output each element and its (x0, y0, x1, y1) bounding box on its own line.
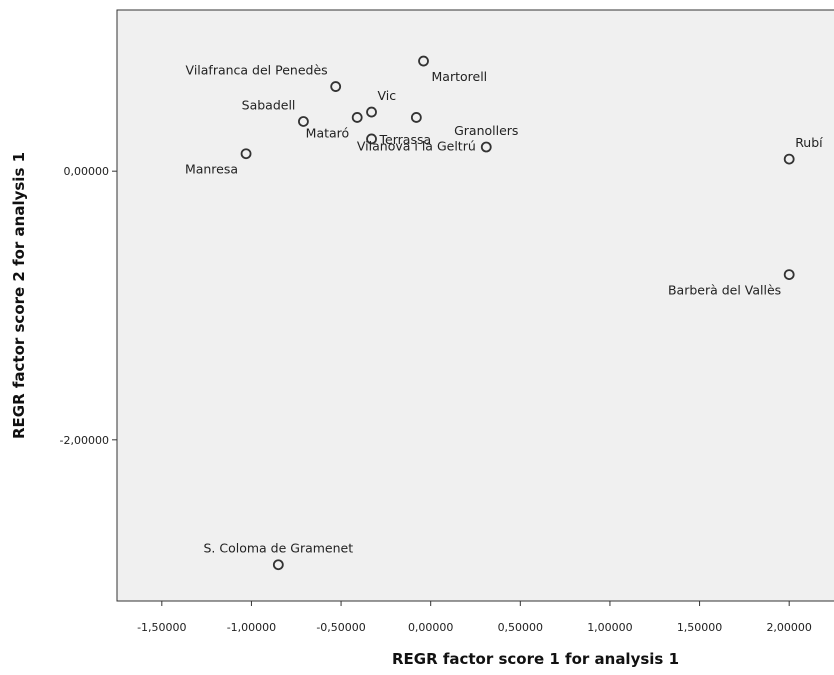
scatter-point (351, 112, 363, 123)
point-label: Vic (378, 88, 397, 103)
scatter-point (330, 81, 342, 92)
point-label: Vilafranca del Penedès (186, 63, 328, 78)
x-tick-label: -0,50000 (316, 621, 365, 634)
y-axis-title: REGR factor score 2 for analysis 1 (10, 152, 28, 439)
point-label: Sabadell (242, 97, 296, 112)
point-label: Barberà del Vallès (668, 283, 781, 298)
scatter-point (480, 141, 492, 153)
point-label: Vilanova i la Geltrú (357, 138, 476, 153)
y-tick-label: 0,00000 (64, 165, 110, 178)
point-label: S. Coloma de Gramenet (203, 541, 353, 556)
scatter-point (418, 55, 429, 67)
x-tick-label: 0,50000 (498, 621, 544, 634)
scatter-point (240, 148, 252, 160)
point-label: Terrassa (379, 132, 432, 147)
x-tick-label: 1,00000 (587, 621, 633, 634)
scatter-point (366, 133, 377, 145)
scatter-point (783, 153, 795, 165)
data-points (240, 55, 795, 571)
scatter-point (366, 106, 377, 118)
x-tick-label: 0,00000 (408, 621, 454, 634)
point-label: Mataró (306, 125, 350, 140)
x-tick-label: -1,50000 (137, 621, 186, 634)
scatter-point (272, 559, 284, 571)
y-axis-ticks: 0,00000 -2,00000 (60, 165, 117, 447)
x-tick-label: 2,00000 (766, 621, 812, 634)
scatter-point (783, 269, 795, 281)
y-tick-label: -2,00000 (60, 434, 109, 447)
point-label: Granollers (454, 123, 518, 138)
x-tick-label: -1,00000 (227, 621, 276, 634)
point-labels: Vilafranca del Penedès Martorell Vic Sabade… (185, 63, 823, 556)
x-axis-ticks: -1,50000 -1,00000 -0,50000 0,00000 0,50000 1,… (137, 601, 812, 634)
point-label: Rubí (795, 135, 823, 150)
scatter-point (298, 116, 309, 127)
plot-area (116, 9, 834, 602)
point-label: Manresa (185, 162, 238, 177)
scatter-point (410, 112, 422, 123)
x-tick-label: 1,50000 (677, 621, 723, 634)
x-axis-title: REGR factor score 1 for analysis 1 (392, 650, 679, 668)
point-label: Martorell (432, 69, 488, 84)
